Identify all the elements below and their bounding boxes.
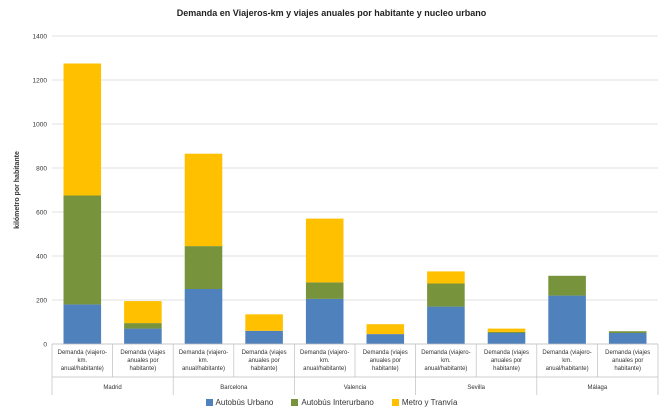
- bar-segment: [487, 328, 526, 332]
- y-tick-label: 800: [36, 165, 47, 172]
- bar-segment: [427, 306, 465, 344]
- bar-segment: [305, 282, 344, 299]
- bar-segment: [124, 323, 162, 329]
- y-tick-label: 1200: [33, 77, 48, 84]
- x-group-label: Málaga: [588, 385, 608, 391]
- x-group-label: Sevilla: [467, 385, 485, 391]
- x-category-label: habitante): [493, 366, 520, 372]
- bar-segment: [305, 298, 344, 344]
- legend-label: Autobús Interurbano: [301, 398, 374, 407]
- bar-segment: [184, 153, 223, 247]
- bar-segment: [63, 304, 102, 344]
- bar-segment: [608, 333, 647, 344]
- x-category-label: anuales por: [248, 358, 279, 364]
- x-group-label: Barcelona: [220, 385, 248, 391]
- bar-segment: [366, 324, 405, 335]
- x-category-label: habitante): [372, 366, 399, 372]
- x-category-label: habitante): [614, 366, 641, 372]
- x-category-label: km.: [320, 358, 330, 364]
- label-layer: kilómetro por habitante Demanda (viajero-…: [14, 151, 650, 391]
- x-category-label: Demanda (viajes: [120, 350, 165, 356]
- x-category-label: Demanda (viajero-: [300, 350, 349, 356]
- y-tick-label: 400: [36, 253, 47, 260]
- x-category-label: anuales por: [612, 358, 643, 364]
- legend-swatch: [391, 399, 399, 406]
- x-category-label: anual/habitante): [424, 366, 467, 372]
- x-category-label: Demanda (viajero-: [58, 350, 107, 356]
- x-category-label: Demanda (viajes: [484, 350, 529, 356]
- bar-segment: [427, 283, 465, 307]
- axis-layer: 0 200 400 600 800 1000 1200 1400: [33, 33, 659, 395]
- chart-title: Demanda en Viajeros-km y viajes anuales …: [176, 8, 487, 18]
- x-category-label: km.: [441, 358, 451, 364]
- bar-segment: [124, 328, 162, 344]
- x-category-label: anual/habitante): [61, 366, 104, 372]
- y-tick-label: 600: [36, 209, 47, 216]
- x-category-label: anuales por: [370, 358, 401, 364]
- x-category-label: anual/habitante): [303, 366, 346, 372]
- legend-label: Metro y Tranvía: [401, 398, 458, 407]
- legend-item: Autobús Interurbano: [291, 398, 374, 407]
- legend-item: Metro y Tranvía: [391, 398, 458, 407]
- x-category-label: anual/habitante): [546, 366, 589, 372]
- legend: Autobús Urbano Autobús Interurbano Metro y…: [0, 398, 663, 407]
- bars-layer: [63, 63, 647, 344]
- x-category-label: anual/habitante): [182, 366, 225, 372]
- bar-segment: [184, 246, 223, 289]
- x-category-label: Demanda (viajes: [363, 350, 408, 356]
- bar-segment: [124, 301, 162, 324]
- x-category-label: Demanda (viajero-: [542, 350, 591, 356]
- bar-segment: [548, 275, 586, 296]
- legend-item: Autobús Urbano: [205, 398, 274, 407]
- bar-segment: [63, 195, 102, 305]
- bar-segment: [548, 295, 586, 344]
- bar-segment: [245, 314, 283, 331]
- bar-segment: [63, 63, 102, 196]
- x-category-label: anuales por: [127, 358, 158, 364]
- bar-segment: [487, 333, 526, 344]
- legend-swatch: [291, 399, 299, 406]
- y-tick-label: 0: [43, 341, 47, 348]
- bar-segment: [366, 334, 405, 344]
- x-category-label: Demanda (viajero-: [421, 350, 470, 356]
- x-category-label: habitante): [251, 366, 278, 372]
- x-category-label: Demanda (viajes: [605, 350, 650, 356]
- y-tick-label: 200: [36, 297, 47, 304]
- x-category-label: Demanda (viajes: [242, 350, 287, 356]
- x-category-label: habitante): [130, 366, 157, 372]
- bar-segment: [245, 330, 283, 344]
- legend-label: Autobús Urbano: [215, 398, 274, 407]
- y-tick-label: 1000: [33, 121, 48, 128]
- y-tick-label: 1400: [33, 33, 48, 40]
- x-category-label: km.: [77, 358, 87, 364]
- x-category-label: km.: [562, 358, 572, 364]
- x-category-label: km.: [199, 358, 209, 364]
- x-group-label: Madrid: [103, 385, 121, 391]
- x-category-label: Demanda (viajero-: [179, 350, 228, 356]
- bar-segment: [427, 271, 465, 284]
- x-group-label: Valencia: [344, 385, 367, 391]
- x-category-label: anuales por: [491, 358, 522, 364]
- bar-segment: [608, 331, 647, 333]
- y-axis-label: kilómetro por habitante: [14, 151, 21, 229]
- bar-segment: [305, 218, 344, 283]
- bar-segment: [184, 289, 223, 344]
- bar-segment: [487, 331, 526, 333]
- legend-swatch: [205, 399, 213, 406]
